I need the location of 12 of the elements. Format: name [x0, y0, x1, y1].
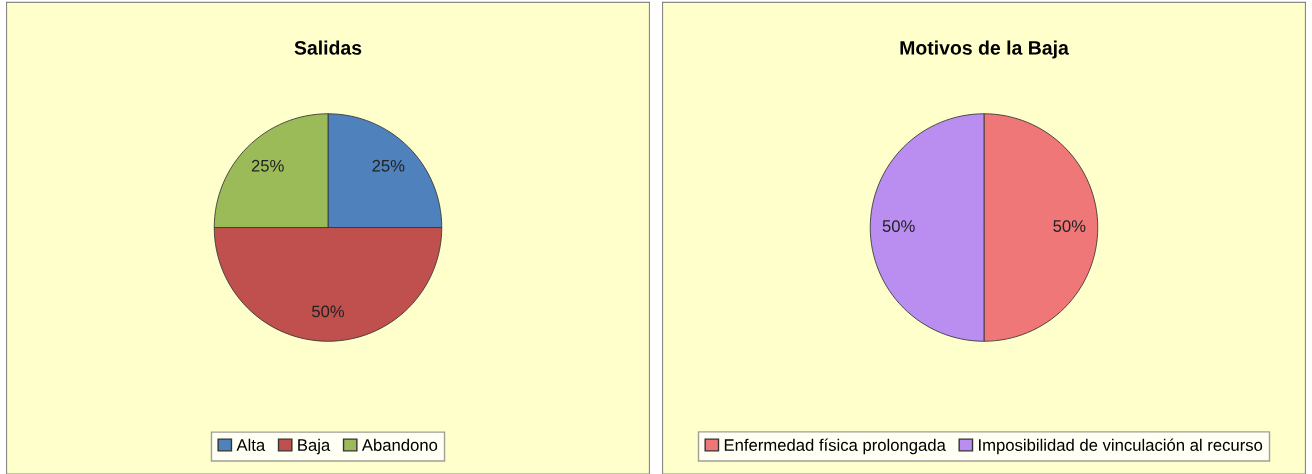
- legend-label: Alta: [236, 438, 266, 451]
- data-label: 50%: [311, 305, 345, 318]
- legend-label: Imposibilidad de vinculación al recurso: [979, 438, 1263, 455]
- legend-label: Baja: [298, 438, 331, 455]
- legend-label: Enfermedad física prolongada: [724, 438, 946, 455]
- data-label: 50%: [1053, 220, 1086, 232]
- data-label: 50%: [882, 220, 915, 232]
- data-label: 25%: [372, 159, 405, 172]
- legend-label: Abandono: [361, 438, 438, 451]
- chart-title: Salidas: [294, 40, 362, 55]
- chart-title: Motivos de la Baja: [900, 40, 1069, 59]
- data-label: 25%: [251, 159, 284, 172]
